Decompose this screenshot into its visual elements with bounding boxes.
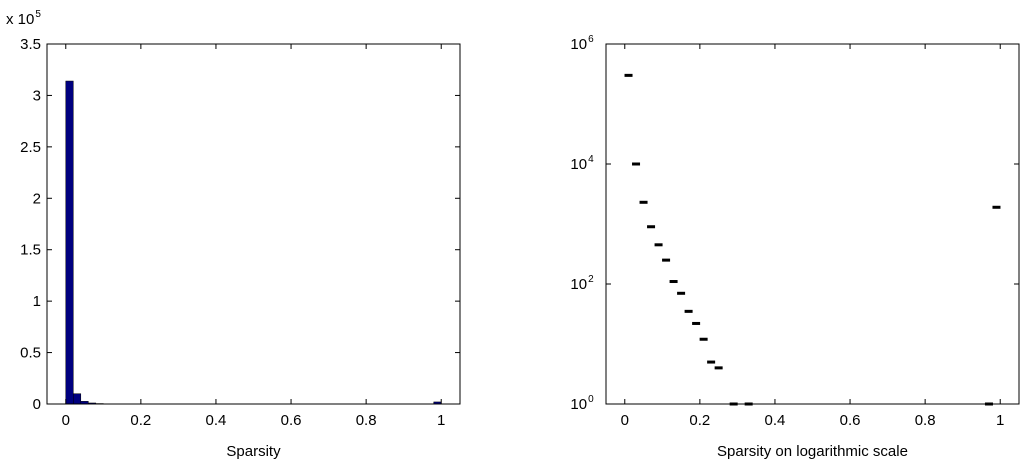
x-tick-label: 0.6 xyxy=(840,412,861,429)
y-tick-label: 2 xyxy=(33,190,41,207)
histogram-x-axis-label: Sparsity xyxy=(226,443,281,460)
scatter-mark xyxy=(707,360,716,364)
x-tick-label: 0.2 xyxy=(130,412,151,429)
scatter-mark xyxy=(699,337,708,341)
x-tick-label: 0.8 xyxy=(915,412,936,429)
y-tick-label: 0.5 xyxy=(20,345,41,362)
scatter-mark xyxy=(992,205,1001,209)
scatter-mark xyxy=(624,73,633,77)
y-tick-label: 0 xyxy=(33,396,41,413)
x-tick-label: 0.4 xyxy=(206,412,227,429)
y-tick-label: 3 xyxy=(33,87,41,104)
histogram-axes-box xyxy=(46,43,461,405)
y-tick-label: 100 xyxy=(570,394,594,413)
histogram-bar xyxy=(65,80,74,405)
y-tick-label: 3.5 xyxy=(20,36,41,53)
histogram-plot-area xyxy=(47,44,460,404)
histogram-y-ticks: 0 0.5 1 1.5 2 2.5 3 3.5 xyxy=(20,36,460,413)
scatter-mark xyxy=(639,200,648,204)
y-tick-label: 1.5 xyxy=(20,242,41,259)
x-tick-label: 0.4 xyxy=(765,412,786,429)
scatter-mark xyxy=(662,258,671,262)
log-x-axis-label: Sparsity on logarithmic scale xyxy=(717,443,908,460)
scatter-mark xyxy=(654,243,663,247)
log-x-ticks: 0 0.2 0.4 0.6 0.8 1 xyxy=(621,44,1004,429)
histogram-chart: 0 0.2 0.4 0.6 0.8 1 0 0.5 1 1.5 2 2.5 3 3.5 x 105 Sp… xyxy=(6,9,461,460)
scatter-mark xyxy=(669,280,678,284)
x-tick-label: 1 xyxy=(996,412,1004,429)
x-tick-label: 0 xyxy=(62,412,70,429)
scatter-mark xyxy=(677,291,686,295)
x-tick-label: 0.2 xyxy=(689,412,710,429)
x-tick-label: 0 xyxy=(621,412,629,429)
y-tick-label: 106 xyxy=(570,34,594,53)
y-tick-label: 1 xyxy=(33,293,41,310)
y-tick-label: 104 xyxy=(570,154,594,173)
scatter-mark xyxy=(647,225,656,229)
x-tick-label: 1 xyxy=(437,412,445,429)
scatter-mark xyxy=(714,366,723,370)
scatter-mark xyxy=(692,321,701,325)
histogram-y-multiplier: x 105 xyxy=(6,9,41,28)
log-y-ticks: 100 102 104 106 xyxy=(570,34,1019,413)
x-tick-label: 0.6 xyxy=(281,412,302,429)
log-plot-area xyxy=(606,44,1019,404)
log-axes-box xyxy=(605,43,1020,405)
histogram-x-ticks: 0 0.2 0.4 0.6 0.8 1 xyxy=(62,44,445,429)
y-tick-label: 2.5 xyxy=(20,139,41,156)
x-tick-label: 0.8 xyxy=(356,412,377,429)
histogram-bar xyxy=(73,393,82,405)
log-scatter-chart: 0 0.2 0.4 0.6 0.8 1 100 102 104 106 Sparsity on … xyxy=(570,34,1020,460)
scatter-mark xyxy=(684,309,693,313)
y-tick-label: 102 xyxy=(570,274,594,293)
scatter-mark xyxy=(632,162,641,166)
